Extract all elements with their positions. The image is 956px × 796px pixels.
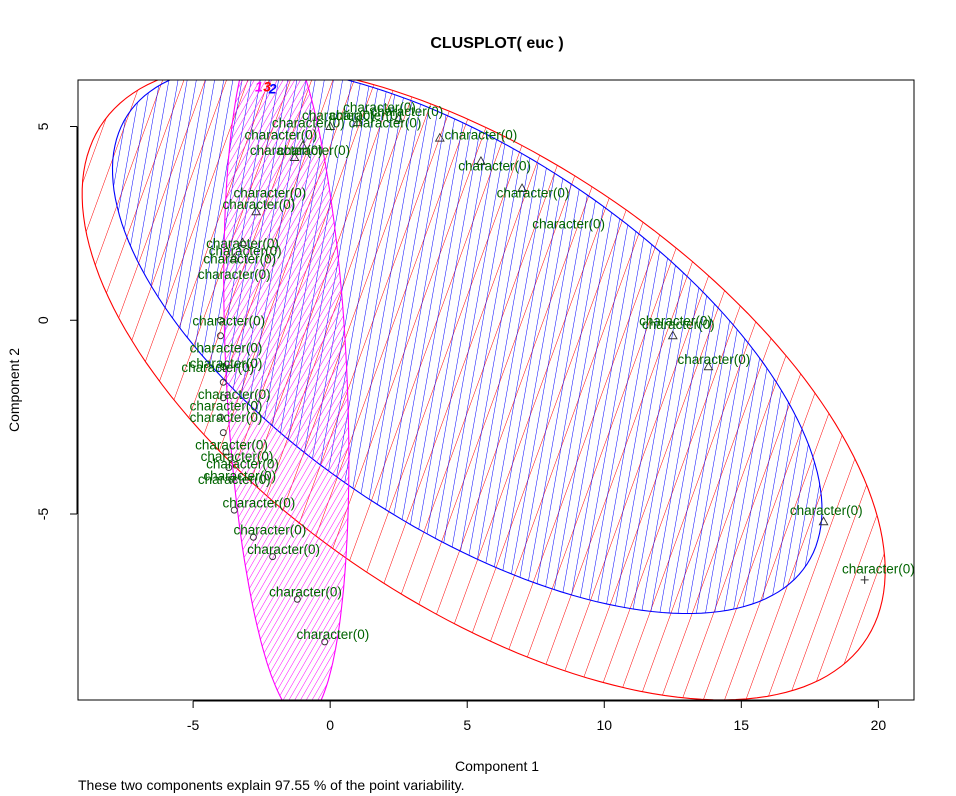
x-tick-label: 5 — [463, 717, 471, 733]
point-label: character(0) — [181, 360, 254, 375]
y-axis: -5 0 5 — [35, 122, 78, 521]
cluster-2-point — [297, 140, 308, 150]
x-axis: -5 0 5 10 15 20 — [187, 700, 887, 733]
y-tick-label: -5 — [35, 508, 51, 521]
point-label: character(0) — [192, 313, 265, 328]
point-label: character(0) — [190, 399, 263, 414]
variability-footnote: These two components explain 97.55 % of … — [78, 777, 465, 793]
cluster-ellipses — [81, 80, 886, 700]
x-tick-label: 15 — [734, 717, 750, 733]
cluster-number-3: 3 — [263, 79, 271, 95]
y-tick-label: 5 — [35, 122, 51, 130]
cluster-2-point — [289, 152, 300, 161]
point-label: character(0) — [790, 503, 863, 518]
cluster-2-point — [325, 121, 336, 130]
cluster-2-point — [237, 237, 248, 247]
point-label: character(0) — [190, 410, 263, 425]
point-label: character(0) — [203, 468, 276, 483]
cluster-number-1: 1 — [255, 79, 263, 95]
point-label: character(0) — [223, 495, 296, 510]
point-label: character(0) — [497, 185, 570, 200]
point-label: character(0) — [206, 236, 279, 251]
point-label: character(0) — [371, 104, 444, 119]
x-tick-label: 20 — [871, 717, 887, 733]
point-label: character(0) — [233, 185, 306, 200]
point-labels: character(0)character(0)character(0)char… — [181, 100, 914, 642]
cluster-points — [217, 113, 869, 646]
y-tick-label: 0 — [35, 316, 51, 324]
cluster-2-point — [517, 183, 528, 192]
cluster-1-point — [293, 595, 301, 603]
cluster-3-point — [860, 575, 869, 584]
point-label: character(0) — [198, 387, 271, 402]
point-label: character(0) — [532, 216, 605, 231]
cluster-1-point — [321, 638, 329, 646]
point-label: character(0) — [269, 585, 342, 600]
cluster-1-point — [217, 332, 224, 340]
cluster-2-point — [434, 132, 445, 142]
point-label: character(0) — [209, 244, 282, 259]
point-label: character(0) — [297, 627, 370, 642]
point-label: character(0) — [458, 158, 531, 173]
cluster-1-point — [269, 553, 277, 561]
cluster-1-point — [217, 413, 224, 421]
cluster-2-point — [393, 113, 404, 123]
point-label: character(0) — [190, 356, 263, 371]
x-tick-label: -5 — [187, 717, 200, 733]
cluster-2-point — [667, 330, 678, 340]
point-label: character(0) — [198, 472, 271, 487]
cluster-1-point — [219, 363, 227, 371]
point-label: character(0) — [277, 143, 350, 158]
point-label: character(0) — [349, 116, 422, 131]
point-label: character(0) — [329, 108, 402, 123]
cluster-1-point — [225, 464, 233, 471]
point-label: character(0) — [203, 251, 276, 266]
cluster-1-point — [222, 448, 230, 456]
cluster-1-point — [219, 378, 227, 386]
point-label: character(0) — [343, 100, 416, 115]
x-tick-label: 10 — [596, 717, 612, 733]
plot-frame — [77, 79, 915, 701]
point-label: character(0) — [223, 197, 296, 212]
cluster-1-point — [230, 506, 238, 514]
x-tick-label: 0 — [326, 717, 334, 733]
y-axis-label: Component 2 — [6, 348, 22, 432]
point-label: character(0) — [250, 143, 323, 158]
point-label: character(0) — [247, 542, 320, 557]
x-axis-label: Component 1 — [455, 758, 539, 774]
point-label: character(0) — [206, 457, 279, 472]
cluster-1-point — [217, 316, 224, 324]
point-label: character(0) — [678, 352, 751, 367]
cluster-1-ellipse — [223, 80, 350, 700]
point-label: character(0) — [842, 561, 915, 576]
point-label: character(0) — [198, 267, 271, 282]
cluster-2-point — [475, 155, 486, 165]
point-label: character(0) — [233, 523, 306, 538]
cluster-numbers: 1 23 — [255, 79, 277, 97]
cluster-2-point — [229, 252, 240, 262]
point-label: character(0) — [201, 449, 274, 464]
point-label: character(0) — [642, 317, 715, 332]
point-label: character(0) — [190, 340, 263, 355]
cluster-1-point — [219, 429, 227, 437]
cluster-2-point — [352, 117, 363, 127]
point-label: character(0) — [639, 313, 712, 328]
point-label: character(0) — [195, 437, 268, 452]
cluster-2-point — [251, 206, 262, 216]
cluster-2-point — [703, 361, 714, 371]
cluster-number-2: 2 — [268, 81, 277, 97]
point-label: character(0) — [445, 127, 518, 142]
point-label: character(0) — [272, 116, 345, 131]
point-label: character(0) — [244, 127, 317, 142]
cluster-1-point — [228, 475, 235, 483]
chart-title: CLUSPLOT( euc ) — [430, 35, 563, 52]
cluster-2-point — [818, 516, 829, 526]
cluster-1-point — [219, 394, 227, 402]
point-label: character(0) — [302, 108, 375, 123]
cluster-1-point — [249, 533, 257, 541]
